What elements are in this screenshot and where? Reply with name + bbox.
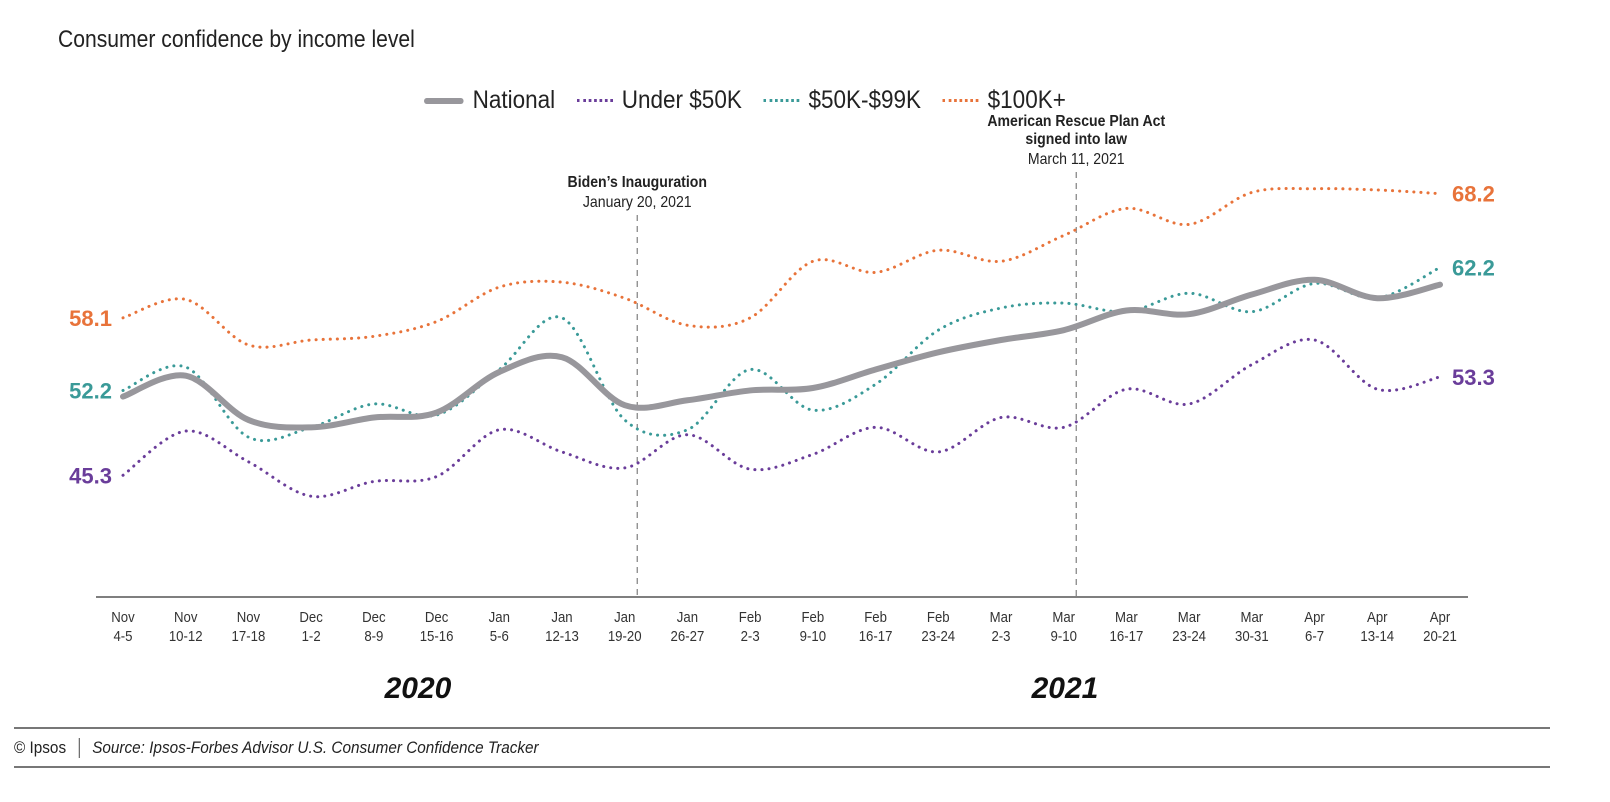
x-tick-label-month: Dec	[362, 608, 385, 625]
legend-item-national: National	[424, 86, 555, 115]
legend-swatch	[763, 99, 800, 102]
legend-label: $50K-$99K	[808, 86, 922, 114]
series-line-under-50k	[121, 337, 1442, 499]
annotation-title: American Rescue Plan Act	[987, 112, 1165, 130]
x-tick-label-days: 6-7	[1305, 627, 1324, 644]
copyright: © Ipsos	[14, 738, 67, 757]
x-tick-label-days: 15-16	[420, 627, 454, 644]
x-tick-label-days: 19-20	[608, 627, 642, 644]
start-value-label: 58.1	[69, 306, 112, 331]
year-label: 2021	[1031, 672, 1099, 705]
legend-item-50k-99k: $50K-$99K	[763, 86, 921, 115]
footer: © Ipsos Source: Ipsos-Forbes Advisor U.S…	[14, 738, 539, 758]
x-tick-label-month: Jan	[551, 608, 572, 625]
x-tick-label-days: 2-3	[741, 627, 760, 644]
end-value-label: 62.2	[1452, 255, 1495, 280]
x-tick-label-month: Feb	[739, 608, 762, 625]
x-tick-label-days: 17-18	[232, 627, 266, 644]
x-tick-label-month: Dec	[425, 608, 448, 625]
annotation-title: signed into law	[1025, 130, 1127, 148]
legend-swatch	[576, 99, 613, 102]
x-tick-label-month: Mar	[1115, 608, 1138, 625]
x-tick-label-days: 13-14	[1360, 627, 1394, 644]
x-tick-label-month: Jan	[489, 608, 510, 625]
x-tick-label-days: 16-17	[1110, 627, 1144, 644]
x-tick-label-month: Apr	[1367, 608, 1388, 625]
footer-separator	[78, 738, 80, 758]
x-tick-label-days: 1-2	[302, 627, 321, 644]
legend-item-100k: $100K+	[942, 86, 1066, 115]
x-tick-label-month: Mar	[1178, 608, 1201, 625]
start-value-label: 52.2	[69, 378, 112, 403]
legend-swatch	[424, 97, 464, 104]
source-note: Source: Ipsos-Forbes Advisor U.S. Consum…	[92, 738, 539, 757]
x-tick-label-days: 8-9	[364, 627, 383, 644]
x-tick-label-month: Dec	[299, 608, 322, 625]
x-tick-label-days: 4-5	[113, 627, 132, 644]
x-tick-label-days: 10-12	[169, 627, 203, 644]
year-label: 2020	[384, 672, 452, 705]
legend-swatch	[942, 99, 979, 102]
series-line-national	[120, 276, 1443, 431]
annotation-date: March 11, 2021	[1028, 150, 1125, 168]
annotation-date: January 20, 2021	[583, 193, 692, 211]
x-tick-label-month: Apr	[1304, 608, 1325, 625]
footer-divider-bottom	[14, 766, 1550, 768]
series-line--100k-	[121, 186, 1442, 349]
footer-divider-top	[14, 727, 1550, 729]
legend: National Under $50K $50K-$99K $100K+	[424, 86, 1087, 115]
x-tick-label-month: Jan	[677, 608, 698, 625]
x-tick-label-month: Nov	[237, 608, 260, 625]
chart-title: Consumer confidence by income level	[58, 26, 415, 53]
x-tick-label-month: Mar	[1052, 608, 1075, 625]
end-value-label: 68.2	[1452, 182, 1495, 207]
series-line--50k-99k	[121, 265, 1442, 443]
start-value-label: 45.3	[69, 463, 112, 488]
x-tick-label-days: 2-3	[991, 627, 1010, 644]
x-tick-label-days: 5-6	[490, 627, 509, 644]
x-tick-label-days: 9-10	[800, 627, 827, 644]
x-tick-label-month: Jan	[614, 608, 635, 625]
x-tick-label-month: Mar	[1241, 608, 1264, 625]
x-tick-label-month: Nov	[174, 608, 197, 625]
x-tick-label-days: 20-21	[1423, 627, 1457, 644]
x-tick-label-days: 26-27	[671, 627, 705, 644]
legend-label: National	[472, 86, 556, 114]
x-tick-label-days: 23-24	[1172, 627, 1206, 644]
x-tick-label-days: 12-13	[545, 627, 579, 644]
x-tick-label-month: Feb	[927, 608, 950, 625]
x-tick-label-days: 16-17	[859, 627, 893, 644]
x-tick-label-days: 30-31	[1235, 627, 1269, 644]
x-tick-label-month: Mar	[990, 608, 1013, 625]
end-value-label: 53.3	[1452, 365, 1495, 390]
x-tick-label-month: Nov	[111, 608, 134, 625]
x-tick-label-month: Feb	[864, 608, 887, 625]
legend-item-under-50k: Under $50K	[576, 86, 742, 115]
annotation-title: Biden’s Inauguration	[568, 173, 707, 191]
x-tick-label-days: 23-24	[921, 627, 955, 644]
x-tick-label-days: 9-10	[1051, 627, 1078, 644]
x-tick-label-month: Apr	[1430, 608, 1451, 625]
line-chart: Biden’s Inauguration January 20, 2021 Amer…	[69, 112, 1495, 705]
legend-label: $100K+	[987, 86, 1066, 114]
x-tick-label-month: Feb	[801, 608, 824, 625]
legend-label: Under $50K	[621, 86, 742, 114]
